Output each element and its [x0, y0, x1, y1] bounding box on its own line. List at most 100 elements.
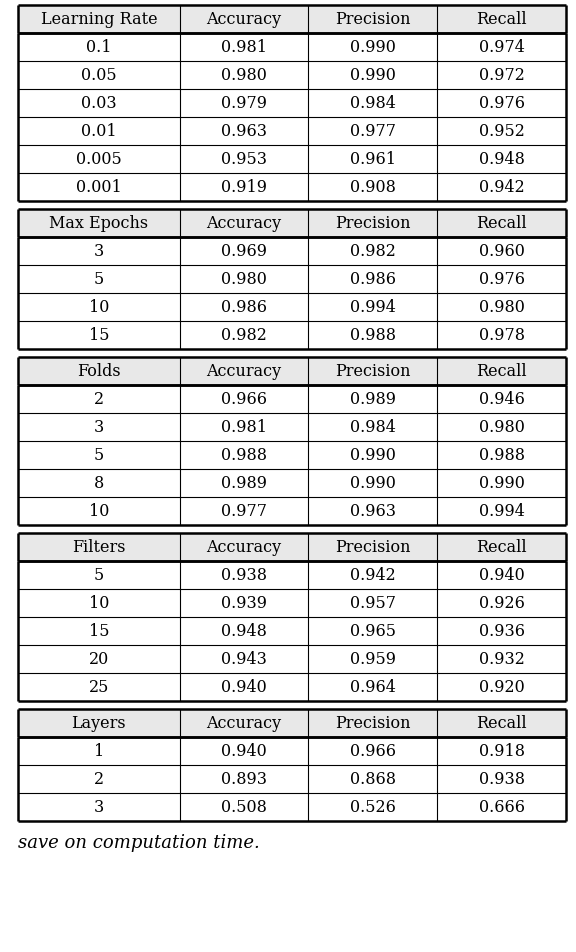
Text: 0.961: 0.961 [350, 150, 396, 168]
Text: 0.868: 0.868 [350, 770, 396, 787]
Text: 0.952: 0.952 [479, 123, 525, 140]
Bar [18, 617, 566, 645]
Text: 0.966: 0.966 [221, 390, 267, 407]
Text: 3: 3 [94, 419, 104, 435]
Text: 3: 3 [94, 243, 104, 260]
Text: 5: 5 [94, 566, 104, 584]
Text: 0.982: 0.982 [221, 327, 267, 344]
Text: Filters: Filters [72, 539, 126, 556]
Text: 5: 5 [94, 446, 104, 464]
Bar [18, 793, 566, 821]
Text: Recall: Recall [476, 10, 527, 28]
Text: 25: 25 [89, 679, 109, 696]
Bar [18, 673, 566, 701]
Text: 0.01: 0.01 [81, 123, 117, 140]
Text: 0.005: 0.005 [76, 150, 122, 168]
Bar [18, 561, 566, 589]
Bar [18, 5, 566, 33]
Text: 0.986: 0.986 [221, 299, 267, 315]
Text: 0.963: 0.963 [350, 503, 396, 520]
Text: Recall: Recall [476, 715, 527, 731]
Text: Folds: Folds [77, 363, 120, 380]
Text: 0.666: 0.666 [479, 799, 525, 816]
Text: Precision: Precision [335, 363, 411, 380]
Text: 0.966: 0.966 [350, 743, 396, 760]
Text: Precision: Precision [335, 214, 411, 231]
Text: 5: 5 [94, 270, 104, 288]
Text: Learning Rate: Learning Rate [40, 10, 157, 28]
Text: 0.990: 0.990 [479, 474, 525, 491]
Bar [18, 645, 566, 673]
Text: Recall: Recall [476, 214, 527, 231]
Text: 0.964: 0.964 [350, 679, 396, 696]
Bar [18, 321, 566, 349]
Text: 0.919: 0.919 [221, 179, 267, 195]
Text: 10: 10 [89, 594, 109, 611]
Text: 0.980: 0.980 [221, 67, 267, 84]
Text: 0.982: 0.982 [350, 243, 396, 260]
Text: 1: 1 [94, 743, 104, 760]
Bar [18, 497, 566, 525]
Text: 0.959: 0.959 [350, 650, 396, 667]
Text: 0.979: 0.979 [221, 94, 267, 111]
Text: 10: 10 [89, 503, 109, 520]
Text: 0.988: 0.988 [350, 327, 396, 344]
Text: 0.957: 0.957 [350, 594, 396, 611]
Text: 0.977: 0.977 [350, 123, 396, 140]
Bar [18, 765, 566, 793]
Text: 0.926: 0.926 [479, 594, 525, 611]
Text: 0.990: 0.990 [350, 38, 396, 55]
Text: 0.03: 0.03 [81, 94, 117, 111]
Bar [18, 441, 566, 469]
Text: 0.942: 0.942 [350, 566, 396, 584]
Text: 0.986: 0.986 [350, 270, 396, 288]
Text: 0.984: 0.984 [350, 419, 396, 435]
Text: 0.05: 0.05 [81, 67, 117, 84]
Bar [18, 145, 566, 173]
Bar [18, 173, 566, 201]
Text: 0.976: 0.976 [479, 270, 525, 288]
Text: Max Epochs: Max Epochs [50, 214, 149, 231]
Text: 15: 15 [89, 623, 109, 640]
Text: 0.1: 0.1 [86, 38, 112, 55]
Text: 0.994: 0.994 [350, 299, 396, 315]
Text: Accuracy: Accuracy [206, 10, 282, 28]
Text: 0.990: 0.990 [350, 474, 396, 491]
Text: 0.965: 0.965 [350, 623, 396, 640]
Text: 0.948: 0.948 [479, 150, 525, 168]
Text: 0.943: 0.943 [221, 650, 267, 667]
Text: 0.988: 0.988 [221, 446, 267, 464]
Text: Accuracy: Accuracy [206, 214, 282, 231]
Text: 0.936: 0.936 [479, 623, 525, 640]
Text: 0.920: 0.920 [479, 679, 525, 696]
Text: Precision: Precision [335, 715, 411, 731]
Text: 0.990: 0.990 [350, 67, 396, 84]
Bar [18, 117, 566, 145]
Bar [18, 589, 566, 617]
Text: 0.984: 0.984 [350, 94, 396, 111]
Text: 3: 3 [94, 799, 104, 816]
Text: 0.932: 0.932 [479, 650, 525, 667]
Text: 0.953: 0.953 [221, 150, 267, 168]
Text: 0.908: 0.908 [350, 179, 396, 195]
Text: Recall: Recall [476, 539, 527, 556]
Bar [18, 413, 566, 441]
Bar [18, 357, 566, 385]
Text: 15: 15 [89, 327, 109, 344]
Text: 0.942: 0.942 [479, 179, 525, 195]
Bar [18, 737, 566, 765]
Text: 0.938: 0.938 [221, 566, 267, 584]
Text: Layers: Layers [71, 715, 126, 731]
Text: 10: 10 [89, 299, 109, 315]
Bar [18, 533, 566, 561]
Text: 0.939: 0.939 [221, 594, 267, 611]
Text: Precision: Precision [335, 539, 411, 556]
Text: 0.960: 0.960 [479, 243, 525, 260]
Bar [18, 33, 566, 61]
Text: 0.940: 0.940 [221, 679, 267, 696]
Text: 0.988: 0.988 [479, 446, 525, 464]
Text: 0.980: 0.980 [479, 299, 525, 315]
Text: 0.980: 0.980 [479, 419, 525, 435]
Text: 0.948: 0.948 [221, 623, 267, 640]
Text: 0.940: 0.940 [221, 743, 267, 760]
